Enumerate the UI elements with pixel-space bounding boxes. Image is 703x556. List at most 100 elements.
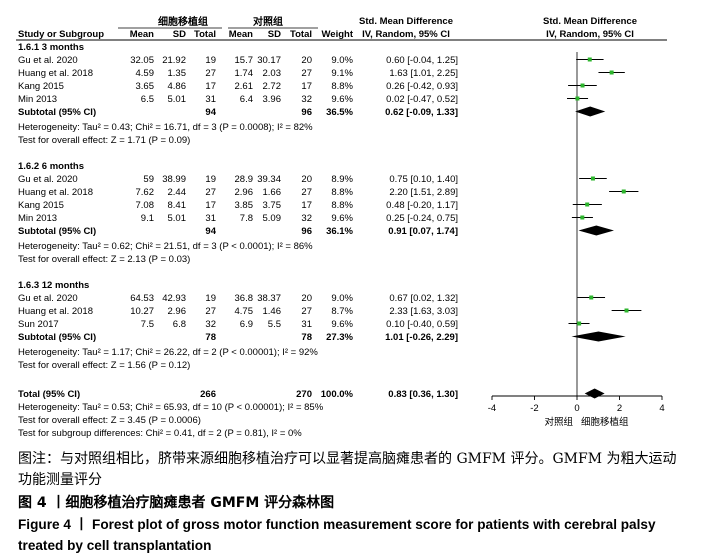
study-name: Kang 2015 <box>18 81 64 92</box>
col-exp-sd: SD <box>173 29 186 40</box>
favours-left: 对照组 <box>544 416 573 428</box>
subtotal-diamond <box>571 331 626 342</box>
exp-sd: 2.96 <box>168 306 187 317</box>
exp-sd: 6.8 <box>173 319 186 330</box>
ctrl-sd: 2.03 <box>263 68 282 79</box>
study-ci: 2.33 [1.63, 3.03] <box>389 306 458 317</box>
total-ci: 0.83 [0.36, 1.30] <box>388 389 458 400</box>
point-estimate <box>590 176 595 181</box>
exp-total: 19 <box>205 174 216 185</box>
point-estimate <box>580 215 585 220</box>
exp-sd: 5.01 <box>168 213 187 224</box>
subtotal-label: Subtotal (95% CI) <box>18 107 96 118</box>
study-ci: 0.48 [-0.20, 1.17] <box>386 200 458 211</box>
study-weight: 9.1% <box>331 68 353 79</box>
point-estimate <box>589 295 594 300</box>
study-weight: 9.0% <box>331 55 353 66</box>
study-weight: 8.8% <box>331 187 353 198</box>
ctrl-sd: 39.34 <box>257 174 281 185</box>
total-weight: 100.0% <box>321 389 354 400</box>
study-name: Sun 2017 <box>18 319 59 330</box>
study-name: Huang et al. 2018 <box>18 68 93 79</box>
study-weight: 9.6% <box>331 319 353 330</box>
exp-sd: 1.35 <box>168 68 187 79</box>
study-weight: 9.0% <box>331 293 353 304</box>
ctrl-total: 17 <box>301 200 312 211</box>
subtotal-ci: 0.91 [0.07, 1.74] <box>388 226 458 237</box>
study-weight: 9.6% <box>331 94 353 105</box>
footer-text: Test for overall effect: Z = 3.45 (P = 0… <box>18 415 201 426</box>
col-ctrl-total: Total <box>290 29 312 40</box>
study-ci: 1.63 [1.01, 2.25] <box>389 68 458 79</box>
subtotal-diamond <box>575 106 606 117</box>
subtotal-ctrl-total: 96 <box>301 107 312 118</box>
total-label: Total (95% CI) <box>18 389 80 400</box>
ctrl-mean: 4.75 <box>235 306 254 317</box>
x-tick-label: 4 <box>659 403 664 414</box>
exp-total: 27 <box>205 187 216 198</box>
ctrl-total: 20 <box>301 293 312 304</box>
exp-mean: 7.62 <box>136 187 155 198</box>
ctrl-mean: 2.61 <box>235 81 254 92</box>
x-tick-label: -4 <box>488 403 496 414</box>
exp-sd: 8.41 <box>168 200 187 211</box>
point-estimate <box>577 321 582 326</box>
study-weight: 8.9% <box>331 174 353 185</box>
total-ctrl: 270 <box>296 389 312 400</box>
point-estimate <box>587 57 592 62</box>
total-exp: 266 <box>200 389 216 400</box>
subtotal-ci: 0.62 [-0.09, 1.33] <box>385 107 458 118</box>
exp-sd: 4.86 <box>168 81 187 92</box>
ctrl-mean: 2.96 <box>235 187 254 198</box>
subtotal-exp-total: 94 <box>205 226 216 237</box>
exp-mean: 7.08 <box>136 200 155 211</box>
ctrl-sd: 3.75 <box>263 200 282 211</box>
subgroup-title: 1.6.2 6 months <box>18 161 84 172</box>
point-estimate <box>585 202 590 207</box>
figure-title-en: Figure 4 丨 Forest plot of gross motor fu… <box>18 517 656 553</box>
study-ci: 0.10 [-0.40, 0.59] <box>386 319 458 330</box>
subtotal-weight: 36.1% <box>326 226 353 237</box>
exp-sd: 2.44 <box>168 187 187 198</box>
exp-mean: 4.59 <box>136 68 155 79</box>
ctrl-total: 20 <box>301 55 312 66</box>
col-ctrl-mean: Mean <box>229 29 253 40</box>
study-name: Gu et al. 2020 <box>18 293 78 304</box>
overall-effect-text: Test for overall effect: Z = 1.56 (P = 0… <box>18 360 190 371</box>
smd-header-right: Std. Mean Difference <box>543 16 637 27</box>
exp-sd: 42.93 <box>162 293 186 304</box>
col-exp-mean: Mean <box>130 29 154 40</box>
overall-effect-text: Test for overall effect: Z = 1.71 (P = 0… <box>18 135 190 146</box>
exp-mean: 64.53 <box>130 293 154 304</box>
ctrl-total: 27 <box>301 187 312 198</box>
exp-total: 19 <box>205 55 216 66</box>
col-study: Study or Subgroup <box>18 29 104 40</box>
study-name: Min 2013 <box>18 94 57 105</box>
footer-text: Heterogeneity: Tau² = 0.53; Chi² = 65.93… <box>18 402 324 413</box>
ctrl-total: 32 <box>301 94 312 105</box>
study-name: Gu et al. 2020 <box>18 174 78 185</box>
ctrl-mean: 1.74 <box>235 68 254 79</box>
study-ci: 0.75 [0.10, 1.40] <box>389 174 458 185</box>
exp-total: 17 <box>205 81 216 92</box>
forest-plot: 细胞移植组 对照组 Std. Mean Difference Std. Mean Di… <box>16 15 667 439</box>
subtotal-label: Subtotal (95% CI) <box>18 332 96 343</box>
subtotal-ctrl-total: 96 <box>301 226 312 237</box>
ctrl-total: 31 <box>301 319 312 330</box>
ctrl-mean: 28.9 <box>235 174 254 185</box>
subtotal-ctrl-total: 78 <box>301 332 312 343</box>
col-ci-left: IV, Random, 95% CI <box>362 29 450 40</box>
total-diamond <box>584 388 605 399</box>
col-ci-right: IV, Random, 95% CI <box>546 29 634 40</box>
exp-mean: 10.27 <box>130 306 154 317</box>
exp-sd: 5.01 <box>168 94 187 105</box>
exp-total: 31 <box>205 213 216 224</box>
exp-mean: 6.5 <box>141 94 154 105</box>
study-name: Huang et al. 2018 <box>18 306 93 317</box>
x-tick-label: 0 <box>574 403 579 414</box>
subgroup-title: 1.6.3 12 months <box>18 280 89 291</box>
footer-text: Test for subgroup differences: Chi² = 0.… <box>18 428 302 439</box>
study-name: Min 2013 <box>18 213 57 224</box>
exp-total: 27 <box>205 68 216 79</box>
point-estimate <box>621 189 626 194</box>
